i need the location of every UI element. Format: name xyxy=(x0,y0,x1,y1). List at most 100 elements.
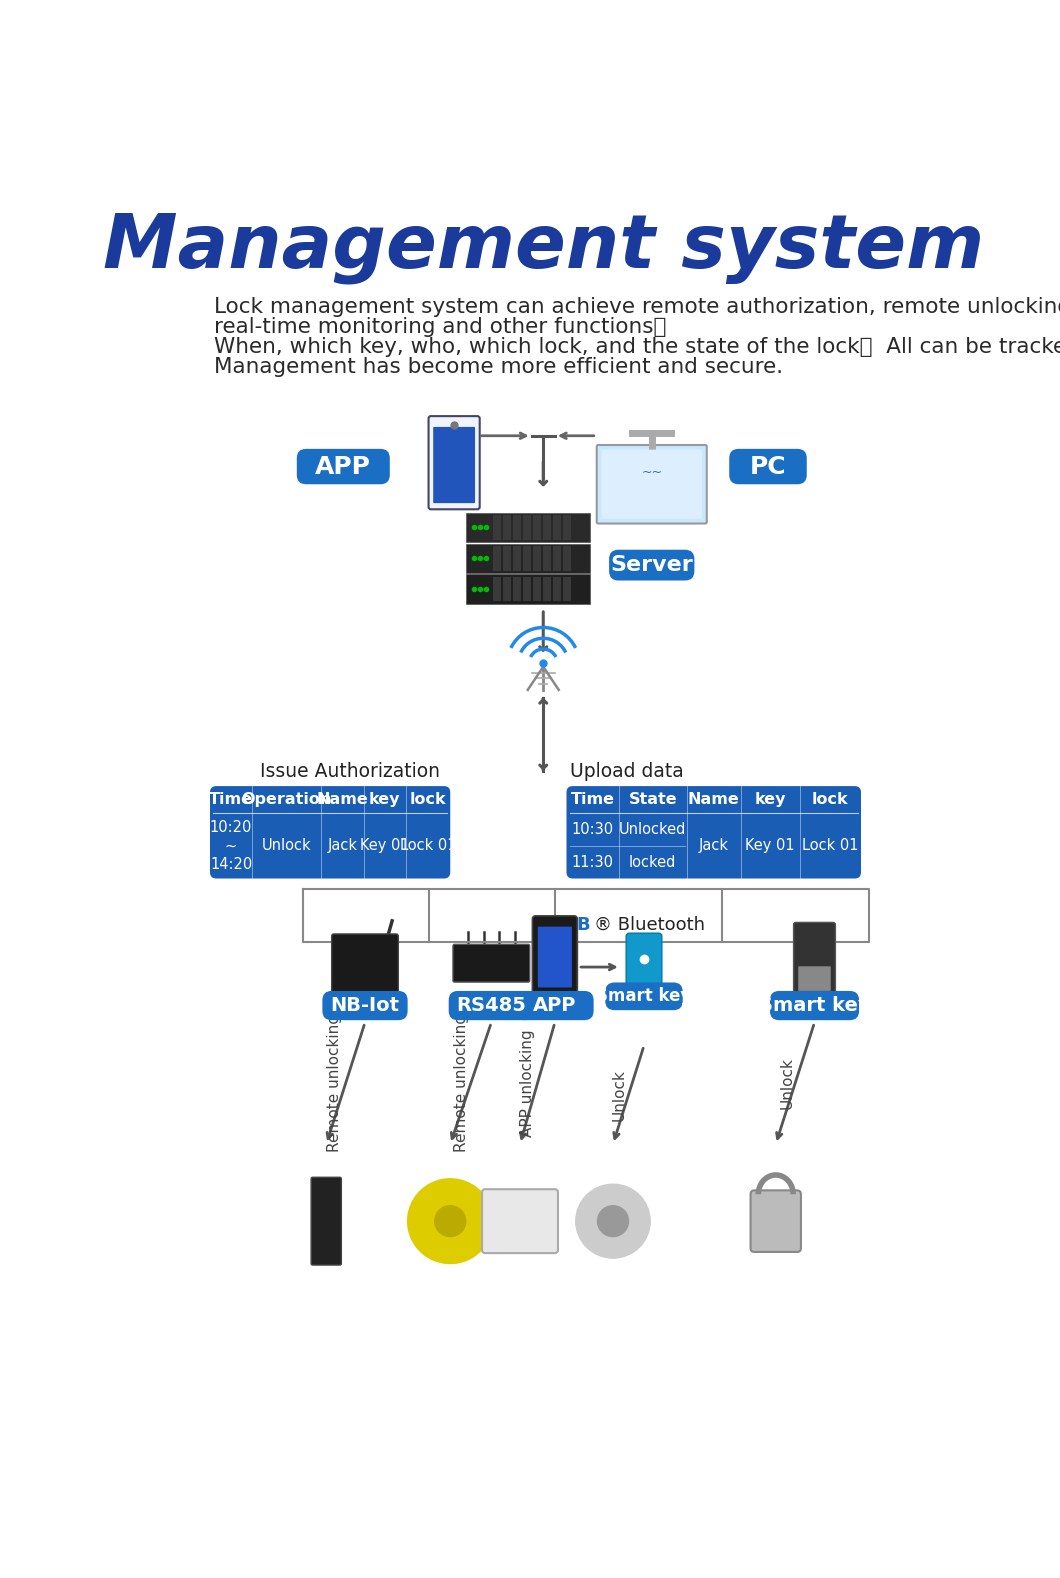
FancyBboxPatch shape xyxy=(750,1190,801,1251)
Text: Time: Time xyxy=(209,792,253,806)
Text: 10:30: 10:30 xyxy=(571,822,614,836)
FancyBboxPatch shape xyxy=(798,966,831,991)
FancyBboxPatch shape xyxy=(564,514,571,540)
FancyBboxPatch shape xyxy=(564,576,571,601)
FancyBboxPatch shape xyxy=(513,514,520,540)
Text: Unlock: Unlock xyxy=(612,1068,626,1120)
Text: Jack: Jack xyxy=(699,838,729,854)
Text: APP: APP xyxy=(316,454,371,478)
FancyBboxPatch shape xyxy=(553,546,561,571)
FancyBboxPatch shape xyxy=(453,944,530,982)
Text: key: key xyxy=(755,792,785,806)
Text: Time: Time xyxy=(570,792,615,806)
FancyBboxPatch shape xyxy=(434,428,475,503)
FancyBboxPatch shape xyxy=(601,450,702,519)
Text: 10:20
~
14:20: 10:20 ~ 14:20 xyxy=(210,819,252,873)
Text: key: key xyxy=(369,792,401,806)
Text: ® Bluetooth: ® Bluetooth xyxy=(594,915,705,934)
FancyBboxPatch shape xyxy=(502,546,511,571)
Text: Unlock: Unlock xyxy=(780,1057,795,1109)
FancyBboxPatch shape xyxy=(523,576,531,601)
Circle shape xyxy=(408,1179,493,1264)
FancyBboxPatch shape xyxy=(502,514,511,540)
FancyBboxPatch shape xyxy=(513,546,520,571)
Text: 11:30: 11:30 xyxy=(571,855,614,869)
Text: Remote unlocking: Remote unlocking xyxy=(326,1015,341,1152)
FancyBboxPatch shape xyxy=(543,576,551,601)
Text: real-time monitoring and other functions。: real-time monitoring and other functions… xyxy=(214,317,667,338)
FancyBboxPatch shape xyxy=(493,576,500,601)
FancyBboxPatch shape xyxy=(523,546,531,571)
Text: Jack: Jack xyxy=(328,838,357,854)
FancyBboxPatch shape xyxy=(610,549,694,581)
FancyBboxPatch shape xyxy=(597,445,707,524)
FancyBboxPatch shape xyxy=(210,786,450,879)
FancyBboxPatch shape xyxy=(516,991,594,1021)
Text: Smart key: Smart key xyxy=(759,996,870,1015)
Text: Name: Name xyxy=(317,792,368,806)
Text: Lock management system can achieve remote authorization, remote unlocking,: Lock management system can achieve remot… xyxy=(214,297,1060,317)
FancyBboxPatch shape xyxy=(543,546,551,571)
FancyBboxPatch shape xyxy=(493,546,500,571)
FancyBboxPatch shape xyxy=(626,933,661,993)
Text: Key 01: Key 01 xyxy=(359,838,409,854)
Text: Name: Name xyxy=(688,792,740,806)
FancyBboxPatch shape xyxy=(493,514,500,540)
FancyBboxPatch shape xyxy=(428,417,480,510)
Text: Smart key: Smart key xyxy=(597,988,691,1005)
FancyBboxPatch shape xyxy=(553,576,561,601)
Text: When, which key, who, which lock, and the state of the lock，  All can be tracked: When, which key, who, which lock, and th… xyxy=(214,338,1060,357)
FancyBboxPatch shape xyxy=(465,543,589,573)
FancyBboxPatch shape xyxy=(564,546,571,571)
Text: Operation: Operation xyxy=(242,792,332,806)
Text: ~~: ~~ xyxy=(641,466,662,478)
Text: Management system: Management system xyxy=(103,210,984,284)
Circle shape xyxy=(435,1206,465,1237)
FancyBboxPatch shape xyxy=(465,513,589,541)
Text: locked: locked xyxy=(629,855,676,869)
Text: Lock 01: Lock 01 xyxy=(802,838,859,854)
FancyBboxPatch shape xyxy=(605,983,683,1010)
Text: Key 01: Key 01 xyxy=(745,838,795,854)
FancyBboxPatch shape xyxy=(523,514,531,540)
Text: Issue Authorization: Issue Authorization xyxy=(261,762,440,781)
FancyBboxPatch shape xyxy=(770,991,859,1021)
Text: Remote unlocking: Remote unlocking xyxy=(455,1015,470,1152)
FancyBboxPatch shape xyxy=(448,991,534,1021)
Text: lock: lock xyxy=(409,792,446,806)
FancyBboxPatch shape xyxy=(332,934,399,993)
Text: Unlock: Unlock xyxy=(262,838,312,854)
Text: PC: PC xyxy=(749,454,787,478)
Text: B: B xyxy=(577,915,589,934)
Text: lock: lock xyxy=(812,792,849,806)
FancyBboxPatch shape xyxy=(537,926,572,988)
FancyBboxPatch shape xyxy=(513,576,520,601)
FancyBboxPatch shape xyxy=(482,1190,558,1253)
FancyBboxPatch shape xyxy=(794,923,835,996)
Circle shape xyxy=(598,1206,629,1237)
Text: APP unlocking: APP unlocking xyxy=(520,1029,535,1138)
Text: Server: Server xyxy=(611,555,693,574)
FancyBboxPatch shape xyxy=(533,546,541,571)
FancyBboxPatch shape xyxy=(465,574,589,604)
FancyBboxPatch shape xyxy=(297,448,390,484)
FancyBboxPatch shape xyxy=(553,514,561,540)
Text: APP: APP xyxy=(533,996,577,1015)
Text: State: State xyxy=(629,792,677,806)
Circle shape xyxy=(576,1184,650,1258)
FancyBboxPatch shape xyxy=(729,448,807,484)
FancyBboxPatch shape xyxy=(566,786,861,879)
Text: RS485: RS485 xyxy=(457,996,526,1015)
FancyBboxPatch shape xyxy=(312,1177,341,1266)
FancyBboxPatch shape xyxy=(322,991,408,1021)
FancyBboxPatch shape xyxy=(533,514,541,540)
FancyBboxPatch shape xyxy=(543,514,551,540)
FancyBboxPatch shape xyxy=(532,915,578,996)
Text: Unlocked: Unlocked xyxy=(619,822,687,836)
Text: Management has become more efficient and secure.: Management has become more efficient and… xyxy=(214,357,783,377)
Text: Upload data: Upload data xyxy=(570,762,684,781)
FancyBboxPatch shape xyxy=(533,576,541,601)
Text: NB-Iot: NB-Iot xyxy=(331,996,400,1015)
FancyBboxPatch shape xyxy=(502,576,511,601)
Text: Lock 01: Lock 01 xyxy=(400,838,456,854)
